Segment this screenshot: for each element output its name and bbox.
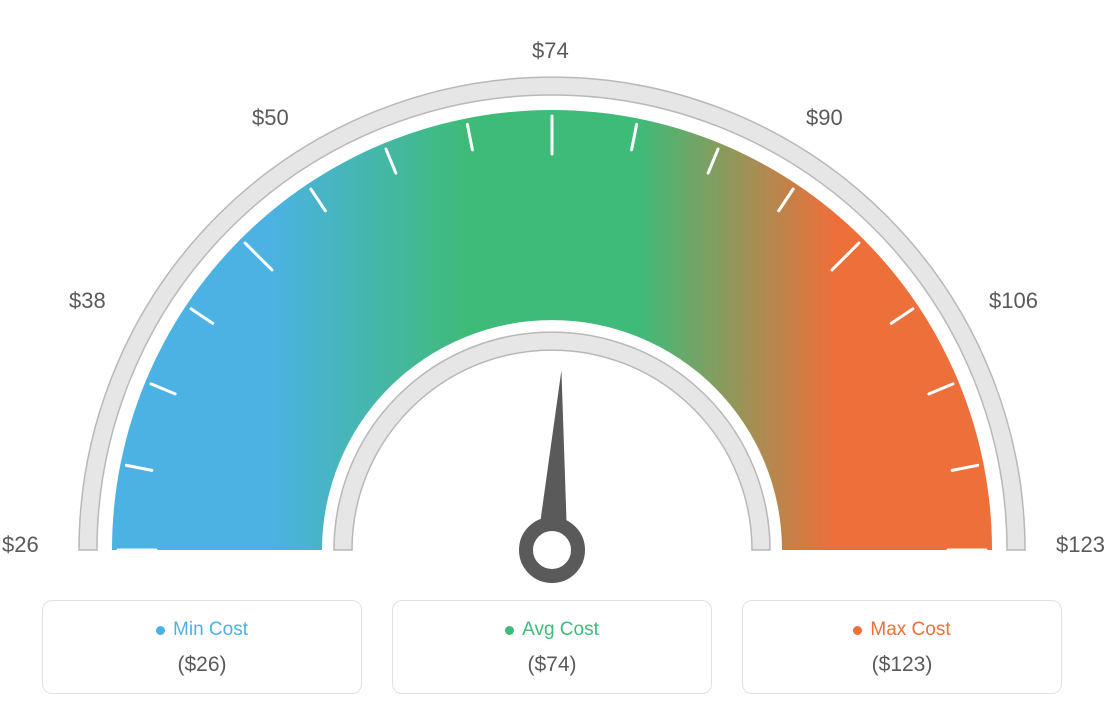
legend-value-avg: ($74) [393,653,711,677]
legend-row: Min Cost ($26) Avg Cost ($74) Max Cost (… [20,600,1084,694]
gauge-tick-label: $74 [532,38,569,64]
gauge-svg [20,20,1084,590]
dot-icon [853,626,862,635]
dot-icon [505,626,514,635]
gauge-tick-label: $38 [69,288,106,314]
legend-card-max: Max Cost ($123) [742,600,1062,694]
gauge-tick-label: $123 [1056,532,1104,558]
gauge-tick-label: $90 [806,105,843,131]
legend-value-max: ($123) [743,653,1061,677]
gauge-tick-label: $50 [252,105,289,131]
gauge-chart: $26$38$50$74$90$106$123 [20,20,1084,590]
gauge-tick-label: $26 [2,532,39,558]
legend-title-max: Max Cost [853,619,950,641]
legend-card-min: Min Cost ($26) [42,600,362,694]
legend-title-min: Min Cost [156,619,248,641]
legend-label: Max Cost [870,619,950,641]
legend-value-min: ($26) [43,653,361,677]
legend-label: Avg Cost [522,619,599,641]
dot-icon [156,626,165,635]
legend-title-avg: Avg Cost [505,619,599,641]
legend-card-avg: Avg Cost ($74) [392,600,712,694]
gauge-tick-label: $106 [989,288,1038,314]
legend-label: Min Cost [173,619,248,641]
